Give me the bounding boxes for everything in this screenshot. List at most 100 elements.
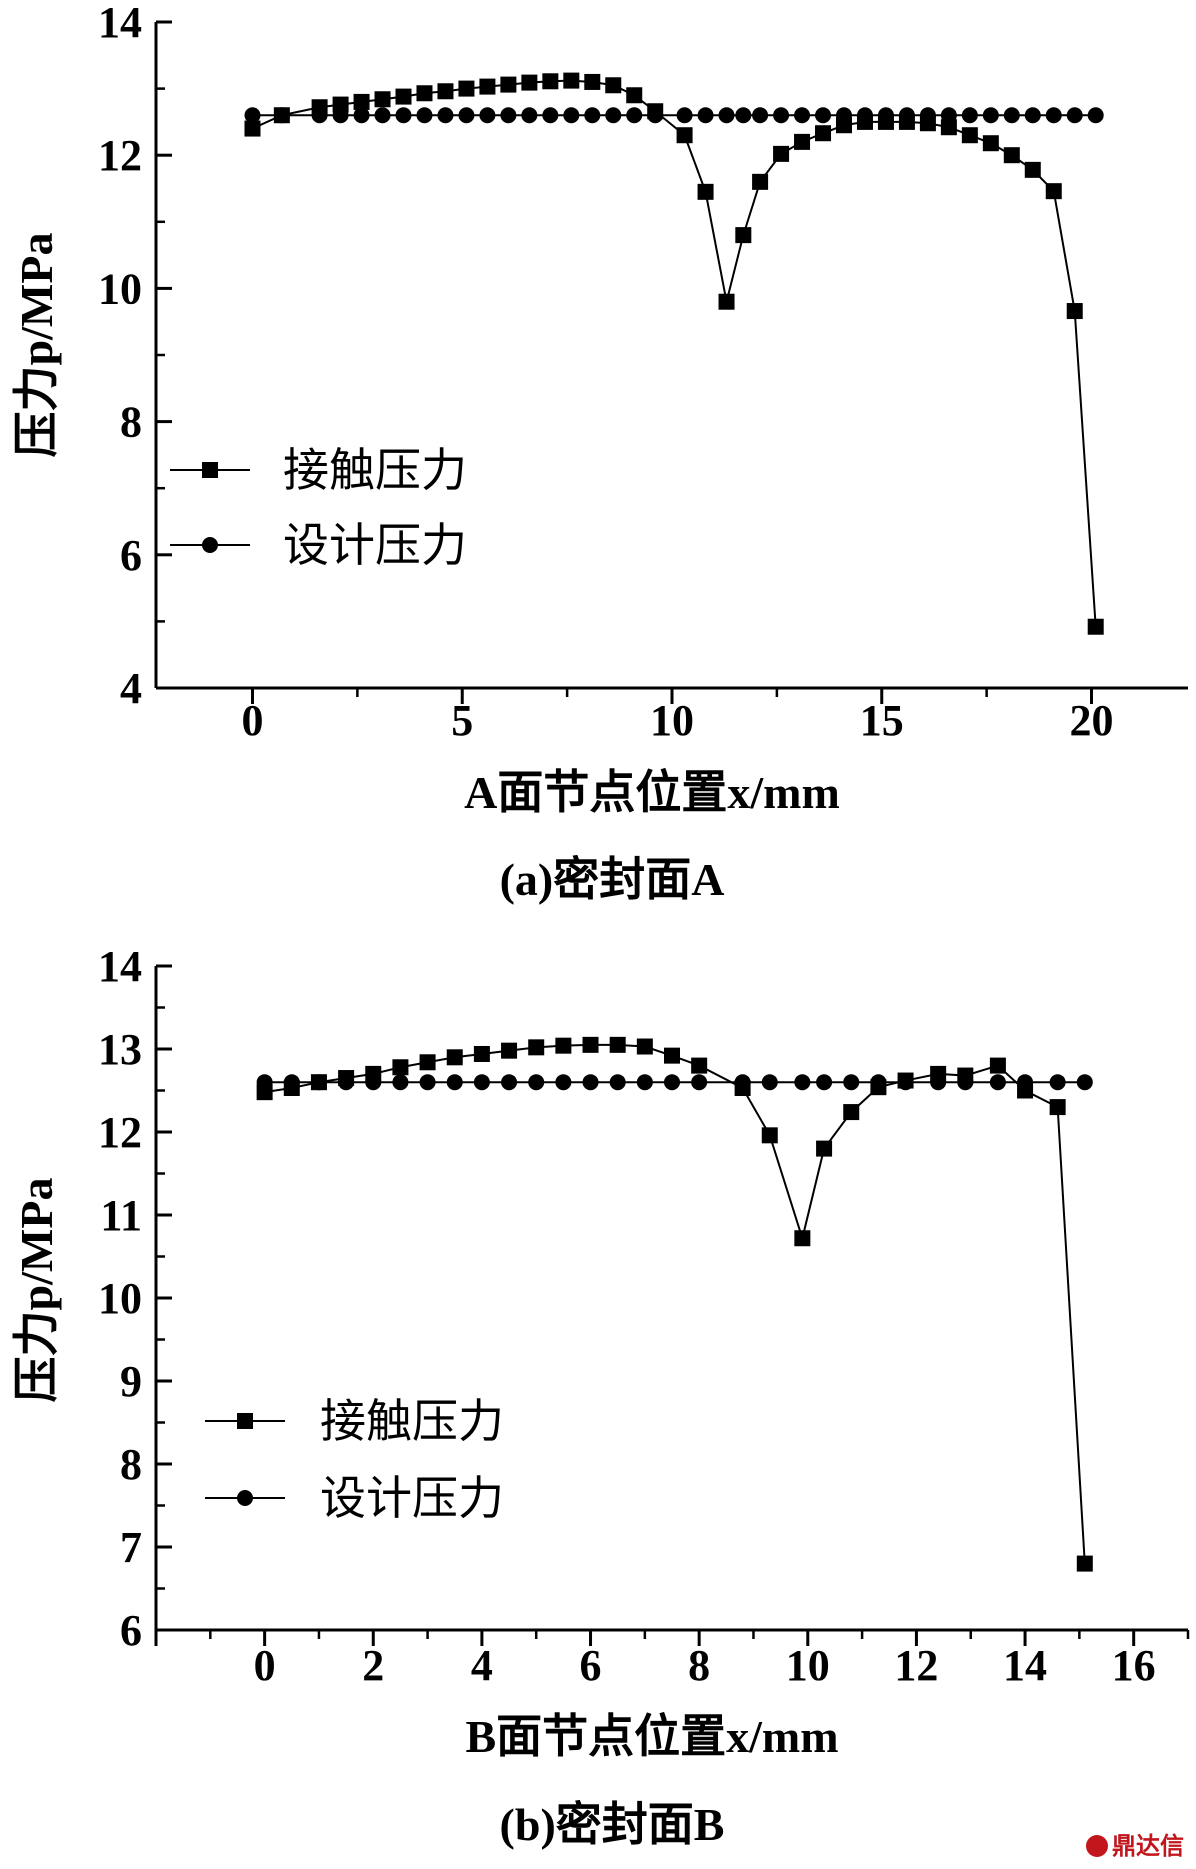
data-point-circle bbox=[1087, 107, 1104, 124]
data-point-circle bbox=[870, 1074, 887, 1091]
data-point-circle bbox=[691, 1074, 708, 1091]
y-tick-label: 14 bbox=[98, 0, 142, 47]
legend-label: 设计压力 bbox=[320, 1471, 504, 1525]
data-point-square bbox=[1049, 1099, 1066, 1116]
x-tick-label: 20 bbox=[1070, 696, 1114, 745]
data-point-square bbox=[446, 1049, 463, 1066]
data-point-circle bbox=[1024, 107, 1041, 124]
figure-caption: (a)密封面A bbox=[500, 854, 725, 905]
data-point-square bbox=[1076, 1555, 1093, 1572]
data-point-square bbox=[542, 73, 559, 90]
x-tick-label: 8 bbox=[688, 1641, 710, 1690]
y-tick-label: 12 bbox=[98, 1108, 142, 1157]
data-point-square bbox=[392, 1059, 409, 1076]
data-point-square bbox=[374, 91, 391, 108]
y-tick-label: 6 bbox=[120, 531, 142, 580]
data-point-circle bbox=[458, 107, 475, 124]
data-point-circle bbox=[416, 107, 433, 124]
data-point-circle bbox=[374, 107, 391, 124]
data-point-circle bbox=[676, 107, 693, 124]
x-tick-label: 10 bbox=[786, 1641, 830, 1690]
data-point-square bbox=[1003, 147, 1020, 164]
series-design-pressure bbox=[244, 107, 1104, 124]
data-point-circle bbox=[1076, 1074, 1093, 1091]
y-tick-label: 12 bbox=[98, 131, 142, 180]
data-point-square bbox=[500, 76, 517, 93]
data-point-circle bbox=[446, 1074, 463, 1091]
data-point-square bbox=[636, 1038, 653, 1055]
data-point-circle bbox=[626, 107, 643, 124]
data-point-square bbox=[479, 78, 496, 95]
data-point-circle bbox=[1017, 1074, 1034, 1091]
data-point-circle bbox=[718, 107, 735, 124]
data-point-circle bbox=[353, 107, 370, 124]
data-point-circle bbox=[521, 107, 538, 124]
chart-b: 6 7 8 9 10 11 12 13 14 0 2 4 6 8 10 12 14 16 B面节点位置x/mm 压力p… bbox=[11, 942, 1190, 1850]
y-tick-label: 11 bbox=[100, 1191, 142, 1240]
x-axis-title: B面节点位置x/mm bbox=[465, 1711, 838, 1762]
series-design-pressure bbox=[256, 1074, 1093, 1091]
data-point-circle bbox=[930, 1074, 947, 1091]
data-point-square bbox=[940, 119, 957, 136]
data-point-circle bbox=[636, 1074, 653, 1091]
x-tick-label: 6 bbox=[580, 1641, 602, 1690]
data-point-square bbox=[843, 1104, 860, 1121]
data-point-square bbox=[528, 1039, 545, 1056]
data-point-square bbox=[752, 173, 769, 190]
x-axis-title: A面节点位置x/mm bbox=[464, 767, 840, 818]
data-point-circle bbox=[940, 107, 957, 124]
watermark-logo-icon bbox=[1086, 1835, 1108, 1857]
data-point-square bbox=[584, 73, 601, 90]
data-point-circle bbox=[989, 1074, 1006, 1091]
data-point-square bbox=[676, 127, 693, 144]
data-point-circle bbox=[1066, 107, 1083, 124]
legend-marker-circle bbox=[202, 537, 218, 553]
data-point-square bbox=[609, 1036, 626, 1053]
data-point-circle bbox=[647, 107, 664, 124]
x-tick-label: 0 bbox=[254, 1641, 276, 1690]
y-tick-label: 6 bbox=[120, 1606, 142, 1655]
data-point-circle bbox=[794, 107, 811, 124]
data-point-square bbox=[989, 1057, 1006, 1074]
data-point-square bbox=[697, 183, 714, 200]
data-point-square bbox=[353, 93, 370, 110]
data-point-square bbox=[582, 1036, 599, 1053]
legend-marker-square bbox=[237, 1413, 253, 1429]
data-point-square bbox=[419, 1054, 436, 1071]
data-point-circle bbox=[500, 107, 517, 124]
data-point-circle bbox=[310, 1074, 327, 1091]
x-tick-label: 14 bbox=[1003, 1641, 1047, 1690]
data-point-square bbox=[437, 83, 454, 100]
data-point-square bbox=[664, 1047, 680, 1064]
y-tick-label: 14 bbox=[98, 942, 142, 991]
x-tick-label: 2 bbox=[362, 1641, 384, 1690]
y-axis-title: 压力p/MPa bbox=[11, 233, 62, 458]
data-point-circle bbox=[794, 1074, 811, 1091]
data-point-circle bbox=[256, 1074, 273, 1091]
data-point-square bbox=[626, 87, 643, 104]
y-tick-label: 9 bbox=[120, 1357, 142, 1406]
data-point-square bbox=[521, 74, 538, 91]
data-point-circle bbox=[919, 107, 936, 124]
data-point-square bbox=[794, 1230, 811, 1247]
data-point-circle bbox=[734, 1074, 751, 1091]
y-tick-label: 13 bbox=[98, 1025, 142, 1074]
data-point-square bbox=[961, 127, 978, 144]
data-point-square bbox=[982, 135, 999, 152]
watermark: 鼎达信 bbox=[1086, 1826, 1184, 1861]
data-point-circle bbox=[982, 107, 999, 124]
x-tick-label: 0 bbox=[241, 696, 263, 745]
figure-caption: (b)密封面B bbox=[500, 1799, 725, 1850]
data-point-circle bbox=[563, 107, 580, 124]
data-point-circle bbox=[735, 107, 752, 124]
data-point-circle bbox=[365, 1074, 382, 1091]
data-point-circle bbox=[555, 1074, 572, 1091]
data-point-square bbox=[816, 1140, 833, 1157]
data-point-circle bbox=[528, 1074, 545, 1091]
data-point-circle bbox=[311, 107, 328, 124]
data-point-circle bbox=[957, 1074, 974, 1091]
data-point-square bbox=[555, 1037, 572, 1054]
data-point-circle bbox=[479, 107, 496, 124]
legend-label: 设计压力 bbox=[283, 518, 467, 572]
